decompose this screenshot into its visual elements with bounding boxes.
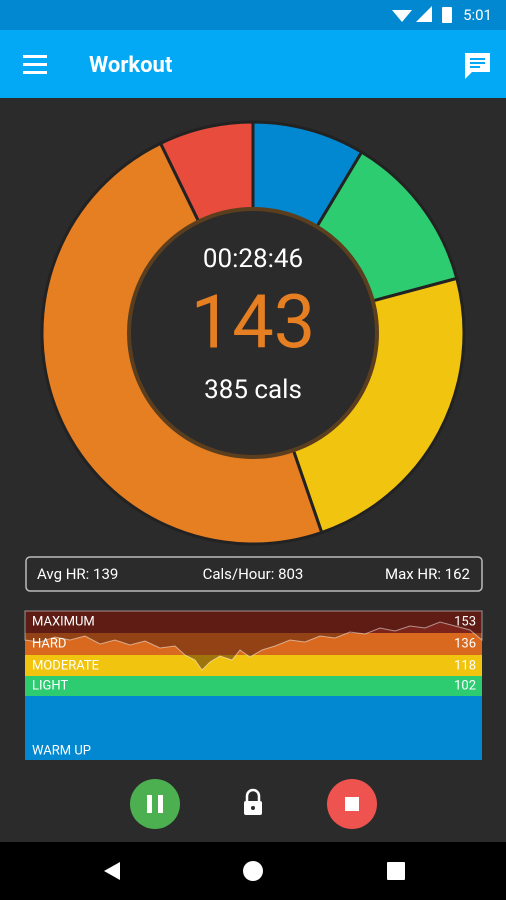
zone-name: HARD <box>32 636 66 651</box>
zone-band <box>25 676 482 696</box>
avg-hr: Avg HR: 139 <box>37 565 118 583</box>
timer: 00:28:46 <box>203 244 303 274</box>
zone-name: MODERATE <box>32 658 99 673</box>
app-title: Workout <box>89 53 173 78</box>
cals-per-hour: Cals/Hour: 803 <box>203 565 304 583</box>
zone-band <box>25 611 482 633</box>
menu-line <box>23 63 47 66</box>
zone-limit: 153 <box>454 614 476 629</box>
status-time: 5:01 <box>463 6 492 24</box>
pause-button[interactable] <box>130 779 180 829</box>
stop-square <box>345 797 359 811</box>
zone-name: MAXIMUM <box>32 614 95 629</box>
zone-labels: MAXIMUM 153 HARD 136 MODERATE 118 LIGHT 102 WARM… <box>32 614 476 758</box>
zone-donut <box>40 120 466 546</box>
pause-circle <box>130 779 180 829</box>
heart-rate-graph <box>24 610 483 671</box>
max-hr: Max HR: 162 <box>385 565 470 583</box>
calories: 385 cals <box>204 375 302 405</box>
zone-name: WARM UP <box>32 743 91 758</box>
home-button[interactable] <box>243 861 263 881</box>
pause-bar <box>147 795 152 813</box>
feedback-line <box>470 62 485 64</box>
zone-limit: 102 <box>454 678 476 693</box>
wifi-icon <box>392 10 412 22</box>
feedback-line <box>470 58 485 60</box>
menu-line <box>23 55 47 58</box>
zone-band <box>25 633 482 655</box>
zone-band <box>25 696 482 760</box>
back-button[interactable] <box>104 862 120 880</box>
heart-rate: 143 <box>191 280 316 367</box>
donut-center <box>127 207 379 459</box>
stats-box <box>25 556 483 592</box>
pause-bar <box>158 795 163 813</box>
lock-button[interactable] <box>244 788 262 815</box>
stop-button[interactable] <box>327 779 377 829</box>
zone-limit: 118 <box>454 658 476 673</box>
menu-line <box>23 71 47 74</box>
signal-icon <box>416 6 432 22</box>
lock-shackle <box>245 788 261 801</box>
menu-button[interactable] <box>23 55 47 74</box>
feedback-button[interactable] <box>465 53 490 79</box>
zone-name: LIGHT <box>32 678 68 693</box>
recents-button[interactable] <box>387 862 405 880</box>
status-bar <box>0 0 506 30</box>
zone-band <box>25 655 482 676</box>
battery-icon <box>442 7 452 23</box>
app-bar <box>0 30 506 98</box>
lock-hole <box>251 806 255 810</box>
feedback-line <box>470 66 480 68</box>
zone-limit: 136 <box>454 636 476 651</box>
